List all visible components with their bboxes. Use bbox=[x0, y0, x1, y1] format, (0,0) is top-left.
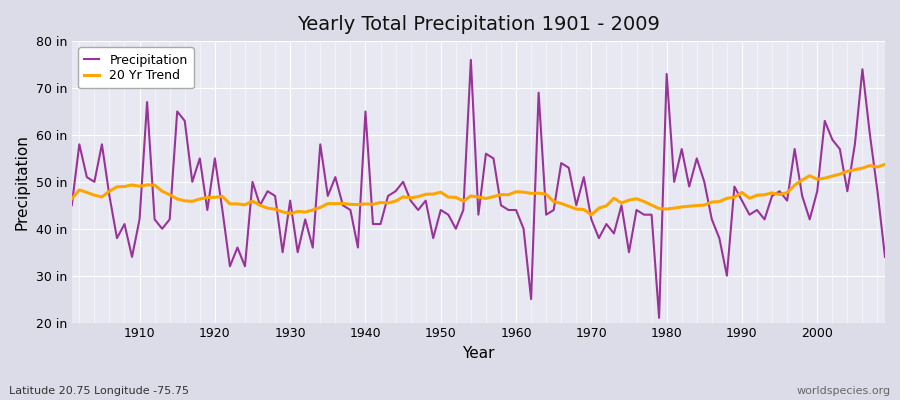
Text: Latitude 20.75 Longitude -75.75: Latitude 20.75 Longitude -75.75 bbox=[9, 386, 189, 396]
20 Yr Trend bbox=[503, 192, 514, 197]
Precipitation bbox=[653, 316, 664, 320]
Precipitation bbox=[292, 250, 303, 255]
20 Yr Trend bbox=[127, 182, 138, 187]
20 Yr Trend bbox=[586, 212, 597, 217]
Precipitation bbox=[510, 208, 521, 212]
20 Yr Trend bbox=[67, 196, 77, 201]
Precipitation bbox=[127, 254, 138, 259]
Title: Yearly Total Precipitation 1901 - 2009: Yearly Total Precipitation 1901 - 2009 bbox=[297, 15, 660, 34]
Precipitation bbox=[608, 231, 619, 236]
Line: Precipitation: Precipitation bbox=[72, 60, 885, 318]
20 Yr Trend bbox=[608, 196, 619, 201]
20 Yr Trend bbox=[338, 201, 348, 206]
Y-axis label: Precipitation: Precipitation bbox=[15, 134, 30, 230]
Text: worldspecies.org: worldspecies.org bbox=[796, 386, 891, 396]
X-axis label: Year: Year bbox=[462, 346, 495, 361]
Precipitation bbox=[338, 203, 348, 208]
20 Yr Trend bbox=[879, 162, 890, 167]
20 Yr Trend bbox=[510, 189, 521, 194]
Legend: Precipitation, 20 Yr Trend: Precipitation, 20 Yr Trend bbox=[78, 47, 194, 88]
Precipitation bbox=[465, 58, 476, 62]
Line: 20 Yr Trend: 20 Yr Trend bbox=[72, 164, 885, 215]
20 Yr Trend bbox=[292, 209, 303, 214]
Precipitation bbox=[518, 226, 529, 231]
Precipitation bbox=[879, 254, 890, 259]
Precipitation bbox=[67, 203, 77, 208]
